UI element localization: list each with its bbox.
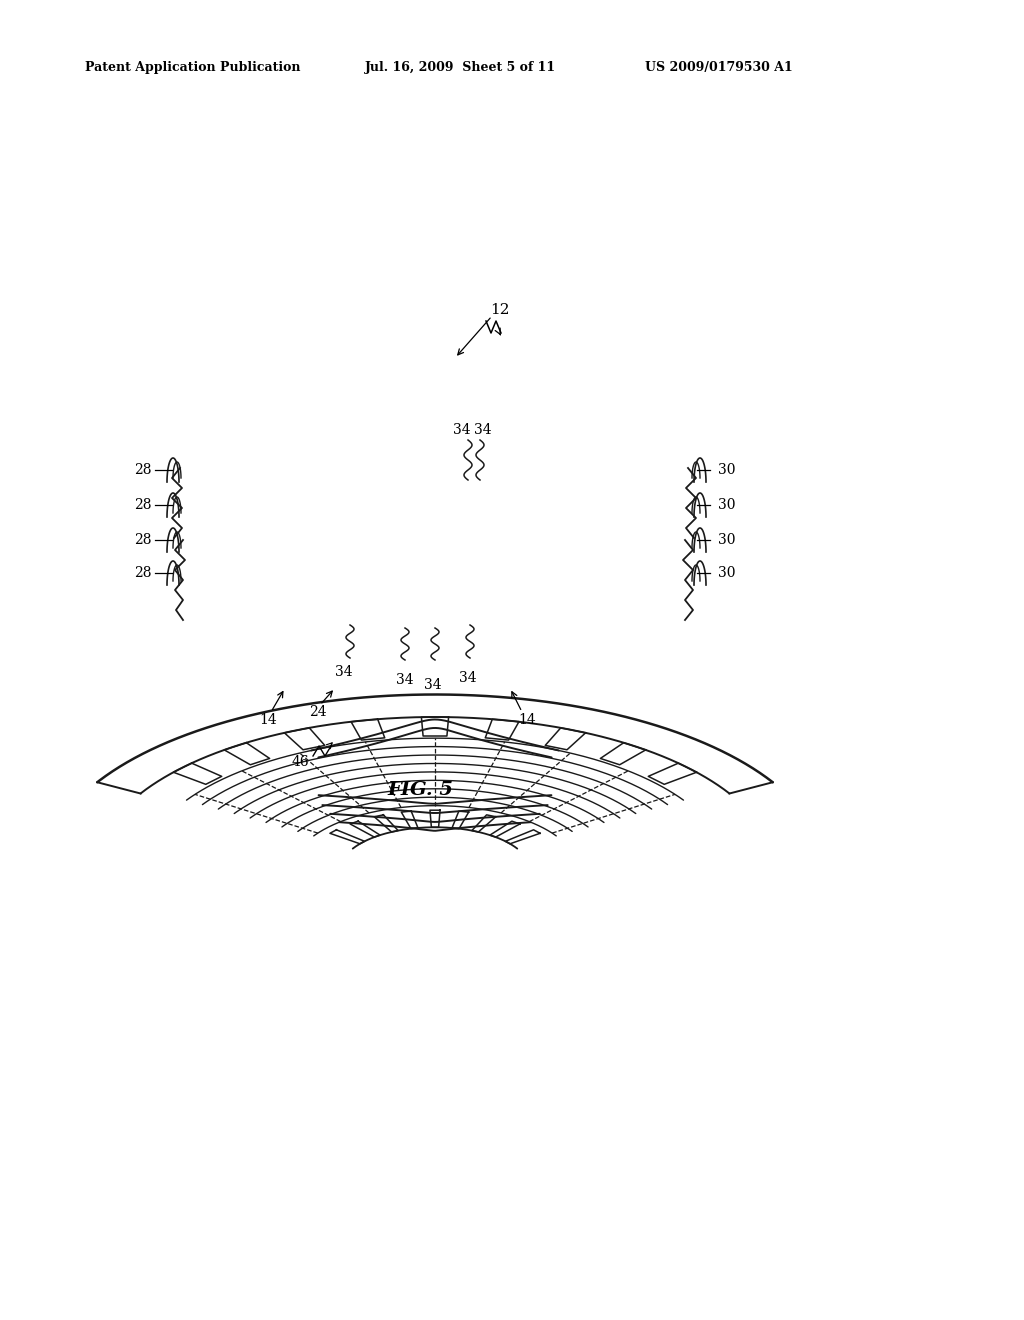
Text: 34: 34 bbox=[424, 678, 441, 692]
Text: Jul. 16, 2009  Sheet 5 of 11: Jul. 16, 2009 Sheet 5 of 11 bbox=[365, 62, 556, 74]
Text: 28: 28 bbox=[134, 498, 152, 512]
Text: 46: 46 bbox=[291, 755, 309, 770]
Text: 12: 12 bbox=[490, 304, 510, 317]
Text: 34: 34 bbox=[474, 422, 492, 437]
Text: FIG. 5: FIG. 5 bbox=[387, 781, 453, 799]
Text: 24: 24 bbox=[309, 705, 327, 719]
Text: 14: 14 bbox=[518, 713, 536, 727]
Text: 28: 28 bbox=[134, 566, 152, 579]
Text: Patent Application Publication: Patent Application Publication bbox=[85, 62, 300, 74]
Text: 30: 30 bbox=[718, 566, 735, 579]
Text: 28: 28 bbox=[134, 463, 152, 477]
Text: 30: 30 bbox=[718, 498, 735, 512]
Text: 34: 34 bbox=[396, 673, 414, 686]
Text: 34: 34 bbox=[459, 671, 477, 685]
Text: US 2009/0179530 A1: US 2009/0179530 A1 bbox=[645, 62, 793, 74]
Text: 34: 34 bbox=[454, 422, 471, 437]
Text: 34: 34 bbox=[335, 665, 353, 678]
Text: 30: 30 bbox=[718, 463, 735, 477]
Text: 28: 28 bbox=[134, 533, 152, 546]
Text: 30: 30 bbox=[718, 533, 735, 546]
Text: 14: 14 bbox=[259, 713, 276, 727]
